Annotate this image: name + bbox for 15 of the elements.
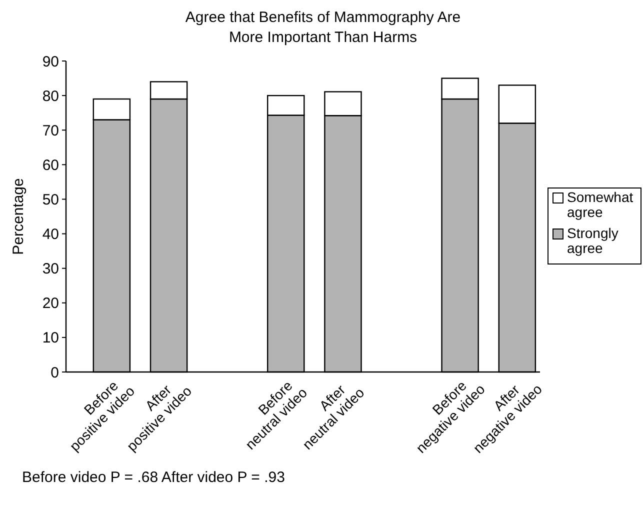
- y-tick-label: 60: [42, 156, 59, 174]
- y-tick-label: 90: [42, 53, 59, 70]
- chart-title: Agree that Benefits of Mammography Are More Important Than Harms: [185, 9, 461, 46]
- y-tick-label: 50: [42, 191, 59, 208]
- y-tick-label: 0: [50, 364, 59, 382]
- legend-label: Strongly agree: [567, 225, 618, 256]
- y-tick-label: 40: [42, 226, 59, 244]
- y-tick-label: 10: [42, 330, 59, 347]
- y-tick-label: 80: [42, 88, 59, 105]
- legend-label: Somewhat agree: [567, 189, 634, 220]
- text: Before video P = .68 After video P = .93: [22, 469, 285, 486]
- y-tick-label: 20: [42, 295, 59, 312]
- y-tick-label: 30: [42, 260, 59, 278]
- y-axis-title: Percentage: [10, 178, 27, 255]
- y-tick-label: 70: [42, 122, 59, 140]
